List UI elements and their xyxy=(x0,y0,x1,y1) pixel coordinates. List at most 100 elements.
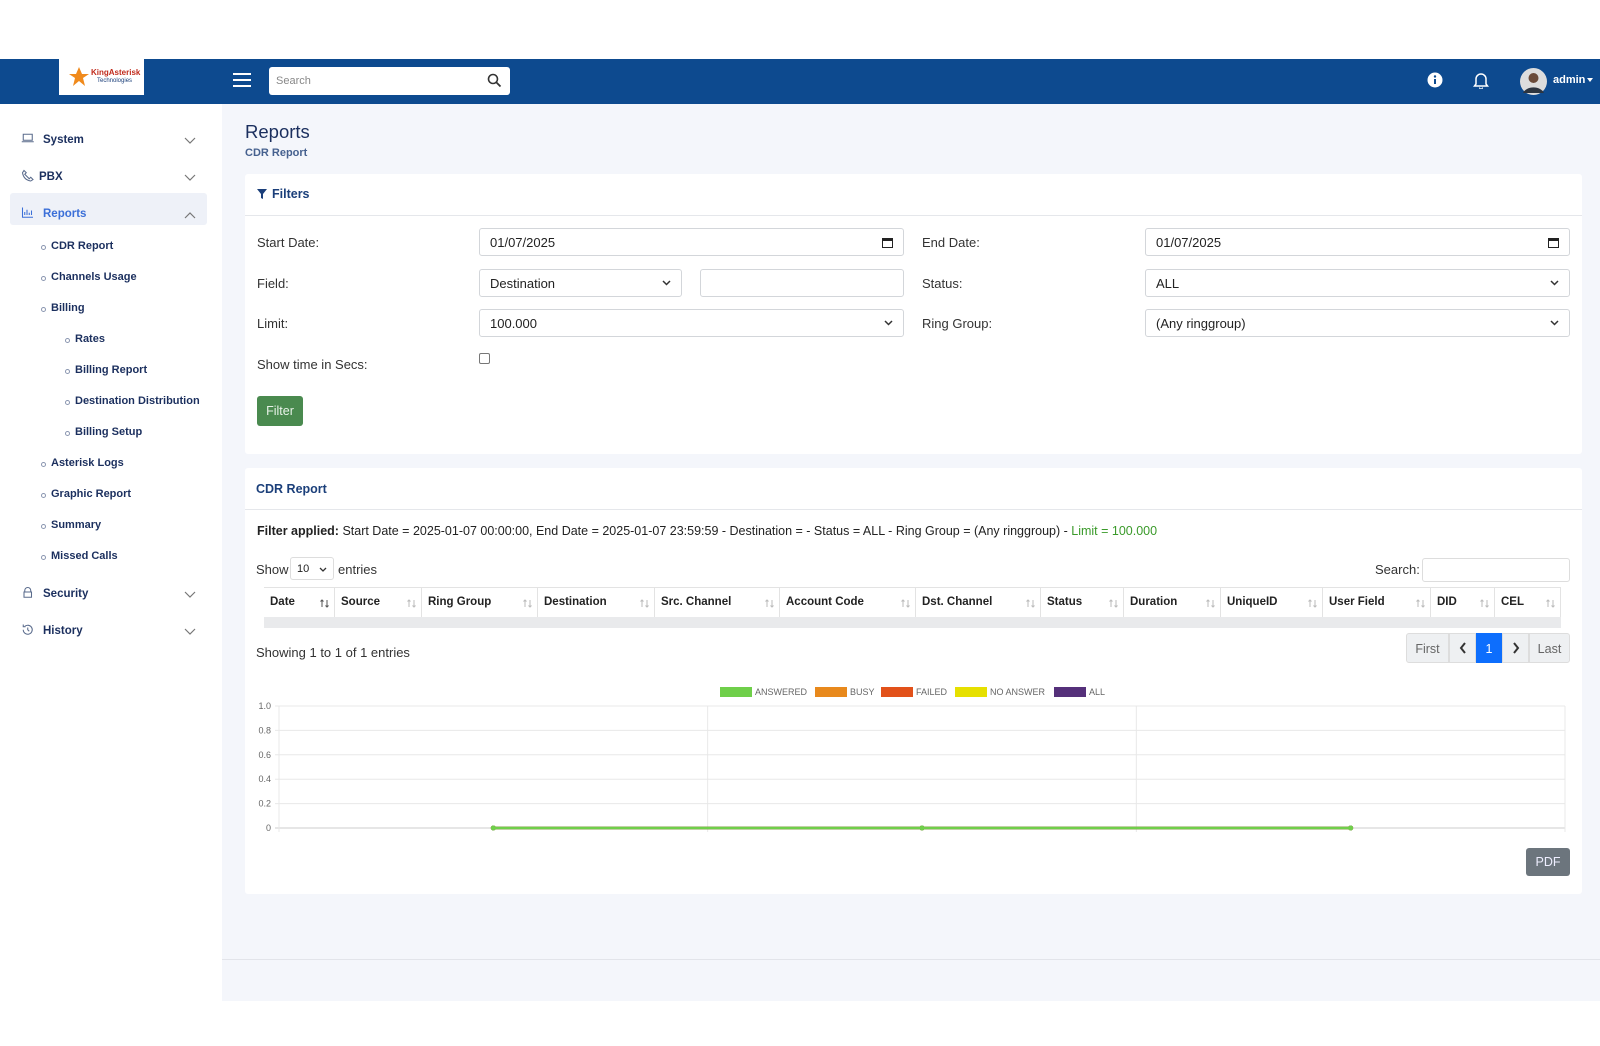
sub-menu-item[interactable]: CDR Report xyxy=(51,240,114,252)
sub-menu-item[interactable]: Channels Usage xyxy=(51,271,137,283)
bell-icon[interactable] xyxy=(1473,71,1489,89)
column-title: User Field xyxy=(1329,596,1385,608)
sub-bullet xyxy=(41,493,46,498)
column-header[interactable]: Ring Group xyxy=(422,588,538,617)
sub-menu-item[interactable]: Asterisk Logs xyxy=(51,457,124,469)
field-label: Status: xyxy=(922,276,963,291)
column-header[interactable]: Source xyxy=(335,588,422,617)
select-value: 100.000 xyxy=(490,316,537,331)
page-next[interactable] xyxy=(1502,633,1529,663)
column-title: Date xyxy=(270,596,295,608)
menu-icon xyxy=(22,624,33,635)
sub-bullet xyxy=(65,338,70,343)
page-last[interactable]: Last xyxy=(1529,633,1570,663)
sub-menu-item[interactable]: Billing Setup xyxy=(75,426,143,438)
sub-menu-item[interactable]: Summary xyxy=(51,519,102,531)
sort-icon xyxy=(1026,599,1035,608)
breadcrumb[interactable]: CDR Report xyxy=(245,147,308,159)
icon-path xyxy=(21,133,34,143)
page-title: Reports xyxy=(245,121,310,142)
select[interactable]: ALL xyxy=(1145,269,1570,297)
menu-icon xyxy=(21,169,34,182)
input-value: 01/07/2025 xyxy=(490,235,556,250)
select-value: ALL xyxy=(1156,276,1180,291)
legend-swatch xyxy=(815,687,847,697)
logo[interactable]: KingAsterisk Technologies xyxy=(59,59,144,95)
sub-menu-item[interactable]: Billing xyxy=(51,302,85,314)
column-header[interactable]: Destination xyxy=(538,588,655,617)
sub-bullet xyxy=(65,431,70,436)
date-input[interactable]: 01/07/2025 xyxy=(1145,228,1570,256)
sub-bullet xyxy=(65,369,70,374)
filter-button[interactable]: Filter xyxy=(257,396,303,426)
sub-menu-item[interactable]: Billing Report xyxy=(75,364,148,376)
column-header[interactable]: CEL xyxy=(1495,588,1561,617)
menu-chevron xyxy=(184,628,196,635)
pdf-button[interactable]: PDF xyxy=(1526,848,1570,876)
column-header[interactable]: Src. Channel xyxy=(655,588,780,617)
column-header[interactable]: UniqueID xyxy=(1221,588,1323,617)
avatar[interactable] xyxy=(1520,68,1547,95)
column-header[interactable]: Status xyxy=(1041,588,1124,617)
sort-icon xyxy=(1206,599,1215,608)
field-label: Show time in Secs: xyxy=(257,357,368,372)
sort-arrows xyxy=(320,599,329,608)
filters-card: Filters Start Date: 01/07/2025 End Date:… xyxy=(245,174,1582,454)
sort-icon xyxy=(523,599,532,608)
sub-bullet xyxy=(65,400,70,405)
chevron-path xyxy=(184,137,196,144)
sort-arrows xyxy=(523,599,532,608)
sub-bullet xyxy=(41,245,46,250)
length-label: Show xyxy=(256,562,289,577)
search-box[interactable]: Search xyxy=(269,67,510,95)
table-search[interactable] xyxy=(1422,558,1570,582)
page-prev[interactable] xyxy=(1449,633,1476,663)
menu-item[interactable]: History xyxy=(43,625,83,637)
menu-item[interactable]: PBX xyxy=(39,171,63,183)
menu-item[interactable]: Security xyxy=(43,588,89,600)
page-first[interactable]: First xyxy=(1406,633,1449,663)
column-header[interactable]: User Field xyxy=(1323,588,1431,617)
column-header[interactable]: Dst. Channel xyxy=(916,588,1041,617)
filter-applied-text: Start Date = 2025-01-07 00:00:00, End Da… xyxy=(342,524,1068,538)
length-select[interactable]: 10 xyxy=(290,557,334,580)
legend-swatch xyxy=(720,687,752,697)
column-header[interactable]: Date xyxy=(264,588,335,617)
y-tick-label: 0.8 xyxy=(258,725,271,735)
legend-label: ANSWERED xyxy=(755,687,808,697)
menu-toggle[interactable] xyxy=(233,72,251,88)
user-name[interactable]: admin xyxy=(1553,74,1586,86)
info-icon[interactable] xyxy=(1427,72,1443,88)
column-header[interactable]: DID xyxy=(1431,588,1495,617)
chevron xyxy=(319,567,327,572)
menu-chevron xyxy=(184,174,196,181)
page-current[interactable]: 1 xyxy=(1476,633,1502,663)
sub-menu-item[interactable]: Graphic Report xyxy=(51,488,132,500)
menu-item[interactable]: System xyxy=(43,134,84,146)
field-label: Ring Group: xyxy=(922,316,993,331)
sub-menu-item[interactable]: Rates xyxy=(75,333,105,345)
y-tick-label: 0.6 xyxy=(258,750,271,760)
date-input[interactable]: 01/07/2025 xyxy=(479,228,904,256)
column-title: CEL xyxy=(1501,596,1524,608)
text-input[interactable] xyxy=(700,269,904,297)
select[interactable]: (Any ringgroup) xyxy=(1145,309,1570,337)
search-icon[interactable] xyxy=(487,73,502,88)
sub-menu-item[interactable]: Missed Calls xyxy=(51,550,118,562)
sub-menu-item[interactable]: Destination Distribution xyxy=(75,395,200,407)
column-title: Dst. Channel xyxy=(922,596,993,608)
menu-item[interactable]: Reports xyxy=(43,208,87,220)
column-header[interactable]: Account Code xyxy=(780,588,916,617)
select[interactable]: 100.000 xyxy=(479,309,904,337)
menu-icon xyxy=(21,133,34,143)
checkbox[interactable] xyxy=(479,353,490,364)
column-header[interactable]: Duration xyxy=(1124,588,1221,617)
card-divider xyxy=(245,215,1582,216)
icon-path xyxy=(23,587,33,598)
select[interactable]: Destination xyxy=(479,269,682,297)
sub-bullet xyxy=(41,276,46,281)
input-value: 01/07/2025 xyxy=(1156,235,1222,250)
next-icon xyxy=(1512,642,1519,654)
sort-icon xyxy=(1416,599,1425,608)
logo-icon xyxy=(69,67,89,86)
